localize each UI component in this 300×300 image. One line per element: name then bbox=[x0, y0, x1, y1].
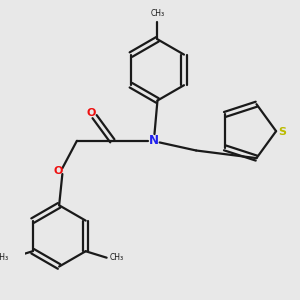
Text: CH₃: CH₃ bbox=[0, 253, 8, 262]
Text: N: N bbox=[149, 134, 159, 147]
Text: O: O bbox=[86, 108, 95, 118]
Text: CH₃: CH₃ bbox=[150, 9, 164, 18]
Text: CH₃: CH₃ bbox=[110, 253, 124, 262]
Text: S: S bbox=[278, 127, 286, 137]
Text: O: O bbox=[54, 167, 63, 176]
